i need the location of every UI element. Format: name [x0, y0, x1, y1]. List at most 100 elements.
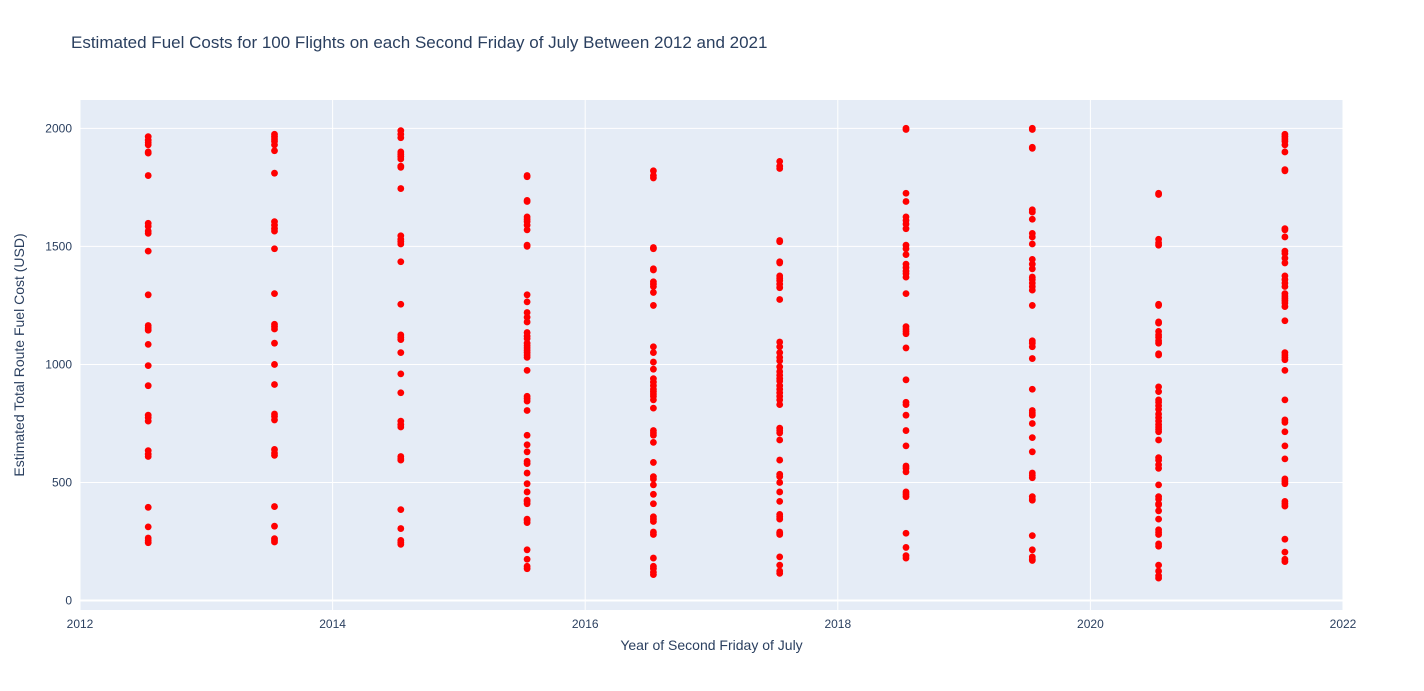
data-point[interactable] — [144, 453, 152, 460]
data-point[interactable] — [1155, 436, 1163, 444]
data-point[interactable] — [650, 302, 657, 309]
data-point[interactable] — [902, 245, 910, 253]
data-point[interactable] — [1028, 411, 1036, 419]
data-point[interactable] — [650, 500, 657, 508]
data-point[interactable] — [144, 149, 152, 157]
data-point[interactable] — [144, 230, 152, 237]
data-point[interactable] — [271, 245, 278, 253]
data-point[interactable] — [902, 442, 910, 450]
data-point[interactable] — [271, 227, 278, 235]
data-point[interactable] — [650, 365, 657, 373]
data-point[interactable] — [397, 389, 405, 397]
data-point[interactable] — [776, 479, 784, 486]
data-point[interactable] — [144, 291, 152, 299]
data-point[interactable] — [1281, 502, 1289, 510]
data-point[interactable] — [776, 338, 784, 346]
data-point[interactable] — [1281, 167, 1289, 175]
data-point[interactable] — [902, 544, 910, 551]
data-point[interactable] — [271, 290, 278, 298]
data-point[interactable] — [397, 456, 405, 464]
data-point[interactable] — [523, 335, 531, 342]
data-point[interactable] — [144, 340, 152, 348]
data-point[interactable] — [902, 330, 910, 338]
data-point[interactable] — [523, 397, 531, 405]
data-point[interactable] — [1155, 464, 1163, 472]
data-point[interactable] — [650, 475, 657, 483]
data-point[interactable] — [650, 289, 657, 296]
data-point[interactable] — [902, 554, 910, 562]
data-point[interactable] — [144, 523, 152, 531]
data-point[interactable] — [776, 436, 784, 444]
data-point[interactable] — [650, 518, 657, 525]
data-point[interactable] — [776, 238, 784, 246]
data-point[interactable] — [650, 490, 657, 498]
data-point[interactable] — [1281, 283, 1289, 290]
data-point[interactable] — [1028, 286, 1036, 294]
data-point[interactable] — [271, 451, 278, 459]
data-point[interactable] — [144, 222, 152, 230]
data-point[interactable] — [776, 429, 784, 437]
data-point[interactable] — [397, 240, 405, 248]
data-point[interactable] — [776, 553, 784, 561]
data-point[interactable] — [1281, 226, 1289, 234]
data-point[interactable] — [650, 167, 657, 175]
data-point[interactable] — [650, 266, 657, 274]
data-point[interactable] — [1281, 366, 1289, 374]
data-point[interactable] — [523, 353, 531, 361]
data-point[interactable] — [271, 416, 278, 424]
data-point[interactable] — [902, 273, 910, 281]
data-point[interactable] — [650, 431, 657, 439]
data-point[interactable] — [1155, 542, 1163, 550]
data-point[interactable] — [397, 185, 405, 192]
data-point[interactable] — [523, 555, 531, 563]
data-point[interactable] — [1155, 507, 1163, 515]
data-point[interactable] — [1281, 303, 1289, 310]
data-point[interactable] — [902, 198, 910, 205]
data-point[interactable] — [1028, 302, 1036, 309]
data-point[interactable] — [523, 291, 531, 299]
data-point[interactable] — [1028, 474, 1036, 482]
data-point[interactable] — [1028, 448, 1036, 456]
data-point[interactable] — [902, 376, 910, 384]
data-point[interactable] — [1028, 546, 1036, 554]
data-point[interactable] — [1028, 260, 1036, 268]
data-point[interactable] — [650, 459, 657, 466]
data-point[interactable] — [271, 339, 278, 347]
data-point[interactable] — [144, 247, 152, 255]
data-point[interactable] — [1281, 233, 1289, 241]
data-point[interactable] — [776, 456, 784, 464]
data-point[interactable] — [1155, 561, 1163, 569]
data-point[interactable] — [397, 540, 405, 548]
data-point[interactable] — [271, 169, 278, 177]
data-point[interactable] — [1281, 148, 1289, 156]
data-point[interactable] — [397, 349, 405, 357]
data-point[interactable] — [271, 141, 278, 149]
data-point[interactable] — [1155, 567, 1163, 575]
data-point[interactable] — [902, 427, 910, 434]
data-point[interactable] — [1155, 302, 1163, 309]
data-point[interactable] — [523, 519, 531, 527]
data-point[interactable] — [776, 531, 784, 538]
data-point[interactable] — [1281, 480, 1289, 488]
data-point[interactable] — [776, 363, 784, 371]
data-point[interactable] — [144, 362, 152, 370]
data-point[interactable] — [523, 407, 531, 414]
data-point[interactable] — [1028, 233, 1036, 241]
data-point[interactable] — [271, 538, 278, 546]
data-point[interactable] — [1155, 481, 1163, 489]
data-point[interactable] — [776, 401, 784, 408]
data-point[interactable] — [650, 174, 657, 182]
data-point[interactable] — [523, 565, 531, 573]
data-point[interactable] — [523, 198, 531, 205]
data-point[interactable] — [523, 313, 531, 321]
data-point[interactable] — [902, 529, 910, 537]
data-point[interactable] — [397, 423, 405, 431]
data-point[interactable] — [271, 147, 278, 155]
data-point[interactable] — [1155, 428, 1163, 436]
data-point[interactable] — [1281, 455, 1289, 463]
data-point[interactable] — [397, 163, 405, 171]
data-point[interactable] — [1281, 535, 1289, 543]
data-point[interactable] — [1281, 428, 1289, 436]
data-point[interactable] — [271, 381, 278, 388]
data-point[interactable] — [776, 473, 784, 480]
